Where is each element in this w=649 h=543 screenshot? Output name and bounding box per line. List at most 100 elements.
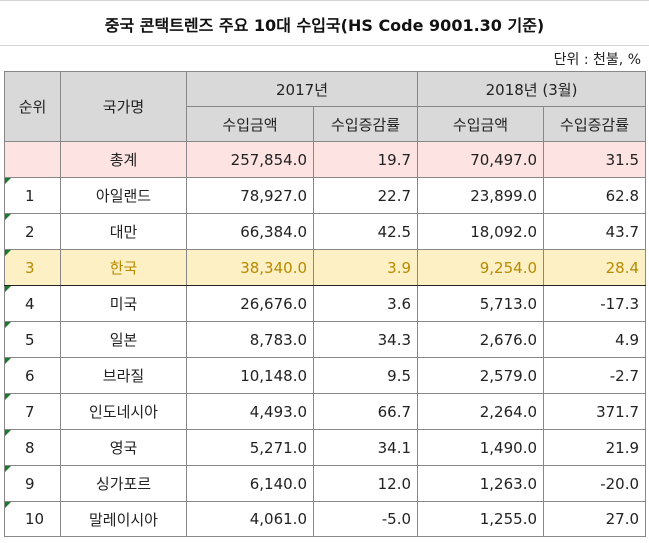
rate-2017-cell[interactable]: 19.7	[312, 141, 419, 178]
country-cell[interactable]: 한국	[60, 249, 187, 286]
rate-2018-cell[interactable]: -17.3	[543, 285, 647, 322]
rate-2017-cell[interactable]: 9.5	[312, 357, 419, 394]
amount-2018-cell-value: 1,490.0	[479, 438, 538, 457]
amount-2018-cell[interactable]: 9,254.0	[417, 249, 545, 286]
rate-2017-cell[interactable]: 66.7	[312, 393, 419, 430]
rate-2018-cell[interactable]: -20.0	[543, 465, 647, 502]
rate-2018-cell[interactable]: -2.7	[543, 357, 647, 394]
header-country[interactable]: 국가명	[60, 71, 187, 142]
rate-2018-cell[interactable]: 31.5	[543, 141, 647, 178]
amount-2017-cell[interactable]: 257,854.0	[186, 141, 314, 178]
amount-2018-cell[interactable]: 23,899.0	[417, 177, 545, 214]
rank-cell-value: 8	[25, 438, 35, 457]
amount-2018-cell[interactable]: 1,490.0	[417, 429, 545, 466]
amount-2018-cell[interactable]: 5,713.0	[417, 285, 545, 322]
amount-2017-cell-value: 38,340.0	[240, 258, 307, 277]
rate-2017-cell[interactable]: 12.0	[312, 465, 419, 502]
amount-2017-cell[interactable]: 78,927.0	[186, 177, 314, 214]
country-cell[interactable]: 미국	[60, 285, 187, 322]
rank-cell[interactable]	[4, 141, 61, 178]
amount-2018-cell[interactable]: 18,092.0	[417, 213, 545, 250]
amount-2018-cell[interactable]: 1,255.0	[417, 501, 545, 537]
rate-2017-cell[interactable]: 34.1	[312, 429, 419, 466]
rank-cell[interactable]: 6	[4, 357, 61, 394]
amount-2017-cell-value: 257,854.0	[230, 150, 307, 169]
amount-2017-cell[interactable]: 6,140.0	[186, 465, 314, 502]
rate-2017-cell[interactable]: -5.0	[312, 501, 419, 537]
rate-2017-cell[interactable]: 3.9	[312, 249, 419, 286]
amount-2018-cell[interactable]: 2,676.0	[417, 321, 545, 358]
amount-2017-cell-value: 66,384.0	[240, 222, 307, 241]
amount-2018-cell-value: 9,254.0	[479, 258, 538, 277]
rate-2018-cell[interactable]: 43.7	[543, 213, 647, 250]
country-cell[interactable]: 대만	[60, 213, 187, 250]
rate-2017-cell-value: 3.9	[387, 258, 412, 277]
amount-2017-cell[interactable]: 10,148.0	[186, 357, 314, 394]
amount-2018-cell-value: 2,264.0	[479, 402, 538, 421]
rank-cell-value: 5	[25, 330, 35, 349]
rank-cell[interactable]: 8	[4, 429, 61, 466]
rank-cell[interactable]: 4	[4, 285, 61, 322]
country-cell[interactable]: 인도네시아	[60, 393, 187, 430]
rate-2018-cell[interactable]: 62.8	[543, 177, 647, 214]
country-cell[interactable]: 말레이시아	[60, 501, 187, 537]
rate-2018-cell-value: 62.8	[605, 186, 640, 205]
rank-cell[interactable]: 5	[4, 321, 61, 358]
amount-2017-cell[interactable]: 4,493.0	[186, 393, 314, 430]
amount-2018-cell[interactable]: 1,263.0	[417, 465, 545, 502]
amount-2017-cell-value: 8,783.0	[249, 330, 307, 349]
amount-2018-cell[interactable]: 70,497.0	[417, 141, 545, 178]
rate-2017-cell-value: 3.6	[387, 294, 412, 313]
amount-2017-cell[interactable]: 38,340.0	[186, 249, 314, 286]
rate-2018-cell-value: 28.4	[605, 258, 640, 277]
header-rank[interactable]: 순위	[4, 71, 61, 142]
country-cell[interactable]: 싱가포르	[60, 465, 187, 502]
header-year-2018[interactable]: 2018년 (3월)	[417, 71, 647, 107]
amount-2018-cell-value: 1,263.0	[479, 474, 538, 493]
country-cell[interactable]: 일본	[60, 321, 187, 358]
country-cell[interactable]: 아일랜드	[60, 177, 187, 214]
amount-2017-cell[interactable]: 5,271.0	[186, 429, 314, 466]
header-rate-2018[interactable]: 수입증감률	[543, 106, 647, 142]
country-cell[interactable]: 총계	[60, 141, 187, 178]
header-amount-2018[interactable]: 수입금액	[417, 106, 545, 142]
rank-cell-value: 7	[25, 402, 35, 421]
header-rate-2017[interactable]: 수입증감률	[312, 106, 419, 142]
country-cell[interactable]: 브라질	[60, 357, 187, 394]
rank-cell[interactable]: 10	[4, 501, 61, 537]
rate-2017-cell[interactable]: 34.3	[312, 321, 419, 358]
rank-cell-value: 4	[25, 294, 35, 313]
table-row: 5 일본 8,783.0 34.3 2,676.0 4.9	[4, 321, 647, 358]
country-cell[interactable]: 영국	[60, 429, 187, 466]
amount-2017-cell[interactable]: 26,676.0	[186, 285, 314, 322]
rate-2017-cell[interactable]: 3.6	[312, 285, 419, 322]
amount-2017-cell[interactable]: 66,384.0	[186, 213, 314, 250]
table-row: 7 인도네시아 4,493.0 66.7 2,264.0 371.7	[4, 393, 647, 430]
rank-cell[interactable]: 1	[4, 177, 61, 214]
amount-2017-cell-value: 4,061.0	[249, 510, 307, 528]
rate-2018-cell[interactable]: 4.9	[543, 321, 647, 358]
rate-2018-cell[interactable]: 27.0	[543, 501, 647, 537]
rank-cell[interactable]: 3	[4, 249, 61, 286]
rate-2017-cell[interactable]: 42.5	[312, 213, 419, 250]
rate-2018-cell-value: 4.9	[615, 330, 640, 349]
rank-cell[interactable]: 2	[4, 213, 61, 250]
amount-2017-cell[interactable]: 8,783.0	[186, 321, 314, 358]
rate-2017-cell[interactable]: 22.7	[312, 177, 419, 214]
rate-2018-cell[interactable]: 21.9	[543, 429, 647, 466]
amount-2017-cell[interactable]: 4,061.0	[186, 501, 314, 537]
rate-2018-cell-value: 21.9	[605, 438, 640, 457]
amount-2018-cell[interactable]: 2,579.0	[417, 357, 545, 394]
rate-2018-cell-value: -17.3	[600, 294, 640, 313]
rank-cell[interactable]: 9	[4, 465, 61, 502]
header-year-2017[interactable]: 2017년	[185, 71, 419, 107]
rank-cell-value: 10	[25, 510, 45, 528]
amount-2018-cell[interactable]: 2,264.0	[417, 393, 545, 430]
amount-2017-cell-value: 26,676.0	[240, 294, 307, 313]
sheet-title: 중국 콘택트렌즈 주요 10대 수입국(HS Code 9001.30 기준)	[0, 2, 649, 46]
rate-2018-cell[interactable]: 371.7	[543, 393, 647, 430]
number-as-text-marker-icon	[5, 430, 11, 436]
header-amount-2017[interactable]: 수입금액	[186, 106, 314, 142]
rate-2018-cell[interactable]: 28.4	[543, 249, 647, 286]
rank-cell[interactable]: 7	[4, 393, 61, 430]
